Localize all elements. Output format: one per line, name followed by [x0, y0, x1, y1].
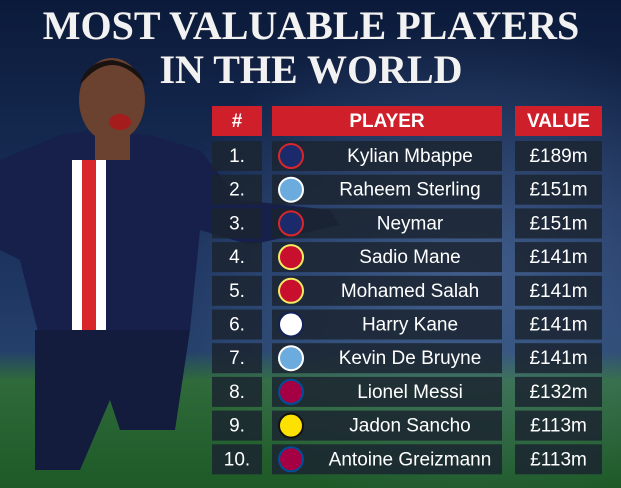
- rank: 2.: [229, 180, 245, 201]
- table-row: 10. Antoine Greizmann £113m: [212, 444, 602, 475]
- player-figure: [0, 58, 340, 470]
- row-cell: [212, 174, 262, 205]
- table-row: 2. Raheem Sterling £151m: [212, 174, 602, 205]
- player-value: £141m: [529, 281, 587, 302]
- table-row: 7. Kevin De Bruyne £141m: [212, 343, 602, 374]
- header-label: VALUE: [527, 111, 590, 132]
- club-logo: [278, 244, 304, 271]
- rank: 4.: [229, 247, 245, 268]
- header-label: PLAYER: [349, 111, 425, 132]
- row-cell: [515, 376, 602, 407]
- table-row: 8. Lionel Messi £132m: [212, 376, 602, 407]
- player-name: Jadon Sancho: [349, 416, 471, 437]
- rank: 1.: [229, 146, 245, 167]
- player-name: Kylian Mbappe: [347, 146, 473, 167]
- player-name: Mohamed Salah: [341, 281, 479, 302]
- row-cell: [515, 174, 602, 205]
- player-name: Lionel Messi: [357, 382, 463, 403]
- club-logo: [278, 210, 304, 237]
- rank: 5.: [229, 281, 245, 302]
- club-logo: [278, 446, 304, 473]
- table-row: 9. Jadon Sancho £113m: [212, 410, 602, 441]
- rank: 9.: [229, 416, 245, 437]
- row-cell: [272, 208, 502, 239]
- row-cell: [515, 309, 602, 340]
- club-logo: [278, 378, 304, 405]
- row-cell: [272, 275, 502, 306]
- row-cell: [515, 410, 602, 441]
- row-cell: [272, 242, 502, 273]
- row-cell: [212, 376, 262, 407]
- row-cell: [515, 242, 602, 273]
- player-name: Raheem Sterling: [339, 180, 481, 201]
- club-logo: [278, 311, 304, 338]
- row-cell: [515, 444, 602, 475]
- row-cell: [272, 309, 502, 340]
- player-value: £151m: [529, 213, 587, 234]
- rank: 3.: [229, 213, 245, 234]
- row-cell: [212, 275, 262, 306]
- rank: 7.: [229, 348, 245, 369]
- player-name: Harry Kane: [362, 315, 458, 336]
- row-cell: [272, 410, 502, 441]
- table-row: 3. Neymar £151m: [212, 208, 602, 239]
- rank: 10.: [224, 449, 250, 470]
- row-cell: [272, 376, 502, 407]
- player-value: £189m: [529, 146, 587, 167]
- player-value: £113m: [530, 449, 587, 470]
- row-cell: [515, 141, 602, 171]
- player-value: £141m: [529, 348, 587, 369]
- club-logo: [278, 412, 304, 439]
- row-cell: [272, 444, 502, 475]
- row-cell: [272, 141, 502, 171]
- row-cell: [212, 208, 262, 239]
- player-value: £141m: [529, 247, 587, 268]
- row-cell: [212, 242, 262, 273]
- row-cell: [272, 343, 502, 374]
- club-logo: [278, 277, 304, 304]
- player-name: Neymar: [377, 213, 444, 234]
- row-cell: [212, 410, 262, 441]
- player-value: £113m: [530, 416, 587, 437]
- player-name: Antoine Greizmann: [329, 449, 492, 470]
- header-cell: [212, 106, 262, 136]
- player-name: Kevin De Bruyne: [339, 348, 482, 369]
- row-cell: [212, 309, 262, 340]
- title-line: IN THE WORLD: [159, 47, 462, 92]
- player-value: £141m: [529, 315, 587, 336]
- player-value: £151m: [529, 180, 587, 201]
- header-cell: [515, 106, 602, 136]
- table-row: 6. Harry Kane £141m: [212, 309, 602, 340]
- club-logo: [278, 176, 304, 203]
- table-row: 1. Kylian Mbappe £189m: [212, 141, 602, 171]
- club-logo: [278, 345, 304, 372]
- row-cell: [212, 343, 262, 374]
- row-cell: [212, 141, 262, 171]
- header-cell: [272, 106, 502, 136]
- table-row: 5. Mohamed Salah £141m: [212, 275, 602, 306]
- club-logo: [278, 143, 304, 169]
- player-value: £132m: [529, 382, 587, 403]
- rank: 6.: [229, 315, 245, 336]
- row-cell: [515, 275, 602, 306]
- title-line: MOST VALUABLE PLAYERS: [43, 3, 579, 48]
- row-cell: [212, 444, 262, 475]
- header-label: #: [232, 111, 243, 132]
- row-cell: [272, 174, 502, 205]
- row-cell: [515, 343, 602, 374]
- row-cell: [515, 208, 602, 239]
- player-name: Sadio Mane: [359, 247, 460, 268]
- table-row: 4. Sadio Mane £141m: [212, 242, 602, 273]
- rank: 8.: [229, 382, 245, 403]
